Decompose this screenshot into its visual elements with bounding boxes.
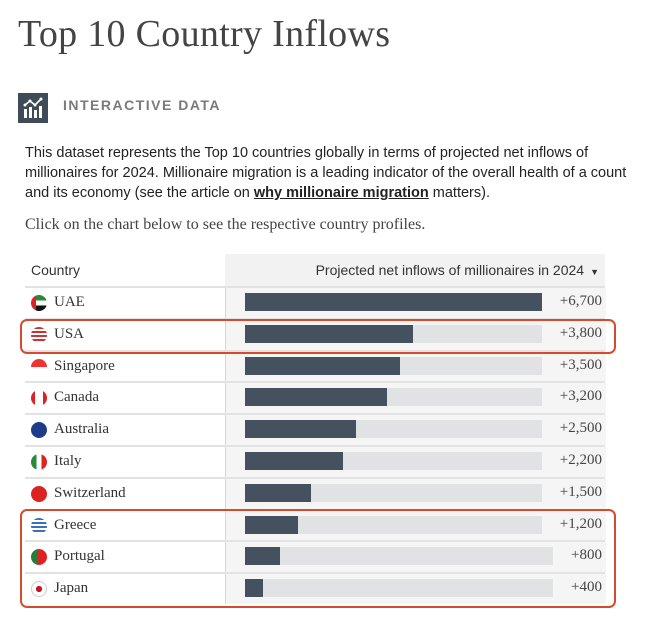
bar[interactable]: [245, 420, 356, 439]
value-label: +2,500: [559, 420, 602, 437]
highlight-box-greece-portugal-japan: [20, 509, 616, 608]
value-label: +400: [571, 579, 602, 596]
country-name[interactable]: Portugal: [54, 548, 105, 565]
highlight-box-usa: [20, 319, 616, 354]
table-row[interactable]: USA +3,800: [25, 317, 606, 350]
country-name[interactable]: Australia: [54, 421, 109, 438]
flag-icon: [31, 517, 47, 534]
flag-icon: [31, 453, 47, 470]
section-label: INTERACTIVE DATA: [63, 97, 222, 113]
table-row[interactable]: Italy +2,200: [25, 444, 606, 477]
value-label: +3,800: [559, 324, 602, 341]
bar[interactable]: [245, 579, 263, 598]
flag-icon: [31, 358, 47, 375]
description-line: millionaires for 2024. Millionaire migra…: [25, 165, 627, 181]
inflows-header-label: Projected net inflows of millionaires in…: [315, 262, 585, 278]
value-label: +2,200: [559, 451, 602, 468]
inflows-column-header[interactable]: Projected net inflows of millionaires in…: [225, 254, 605, 286]
description-line: This dataset represents the Top 10 count…: [25, 145, 589, 161]
table-row[interactable]: Australia +2,500: [25, 413, 606, 445]
table-row[interactable]: Singapore +3,500: [25, 349, 606, 382]
flag-icon: [31, 295, 47, 311]
bar-track: [245, 356, 542, 375]
bar[interactable]: [245, 388, 387, 407]
interactive-data-icon: [18, 93, 48, 123]
table-row[interactable]: Portugal +800: [25, 540, 606, 573]
bar-cell: +2,200: [225, 446, 606, 477]
page-title: Top 10 Country Inflows: [18, 13, 391, 55]
country-name[interactable]: UAE: [54, 294, 85, 310]
country-name[interactable]: Japan: [54, 580, 89, 597]
description: This dataset represents the Top 10 count…: [25, 143, 646, 203]
bar[interactable]: [245, 451, 343, 470]
bar-cell: +1,500: [225, 478, 606, 509]
value-label: +3,500: [559, 356, 602, 373]
bar-track: [245, 420, 542, 439]
sort-arrow-icon[interactable]: ▼: [590, 267, 599, 277]
country-name[interactable]: Canada: [54, 389, 99, 406]
bar[interactable]: [245, 483, 312, 502]
flag-icon: [31, 485, 47, 502]
bar[interactable]: [245, 547, 281, 566]
country-column-header[interactable]: Country: [31, 262, 81, 278]
bar-track: [245, 579, 553, 598]
bar-cell: +2,500: [225, 415, 606, 445]
flag-icon: [31, 390, 47, 407]
bar[interactable]: [245, 515, 299, 534]
description-line: and its economy (see the article on: [25, 185, 254, 201]
bar-cell: +800: [225, 542, 606, 573]
bar-cell: +3,200: [225, 383, 606, 414]
table-row[interactable]: Canada +3,200: [25, 381, 606, 414]
value-label: +1,200: [559, 515, 602, 532]
value-label: +1,500: [559, 483, 602, 500]
bar-cell: +3,500: [225, 351, 606, 382]
hint-text: Click on the chart below to see the resp…: [25, 216, 426, 233]
country-name[interactable]: Switzerland: [54, 484, 126, 501]
flag-icon: [31, 422, 47, 439]
bar-track: [245, 547, 553, 566]
bar-cell: +400: [225, 574, 606, 604]
table-row[interactable]: Japan +400: [25, 572, 606, 604]
article-link[interactable]: why millionaire migration: [253, 185, 429, 201]
bar-cell: +6,700: [225, 288, 606, 318]
inflows-chart[interactable]: Country Projected net inflows of million…: [25, 254, 606, 604]
flag-icon: [31, 581, 47, 598]
flag-icon: [31, 549, 47, 566]
country-name[interactable]: Singapore: [54, 357, 115, 374]
bar[interactable]: [245, 293, 542, 311]
bar[interactable]: [245, 356, 401, 375]
bar-track: [245, 293, 542, 311]
description-line: matters).: [428, 185, 490, 201]
bar-track: [245, 388, 542, 407]
flag-icon: [31, 326, 47, 343]
bar-cell: +3,800: [225, 319, 606, 350]
bar-track: [245, 483, 542, 502]
bar[interactable]: [245, 324, 414, 343]
country-name[interactable]: Greece: [54, 516, 97, 533]
bar-track: [245, 451, 542, 470]
chart-header: Country Projected net inflows of million…: [25, 254, 605, 286]
bar-track: [245, 324, 542, 343]
country-name[interactable]: Italy: [54, 452, 82, 469]
value-label: +3,200: [559, 388, 602, 405]
value-label: +6,700: [559, 293, 602, 309]
table-row[interactable]: Switzerland +1,500: [25, 476, 606, 509]
bar-cell: +1,200: [225, 510, 606, 541]
value-label: +800: [571, 547, 602, 564]
country-name[interactable]: USA: [54, 325, 85, 342]
table-row[interactable]: UAE +6,700: [25, 286, 606, 318]
bar-track: [245, 515, 542, 534]
